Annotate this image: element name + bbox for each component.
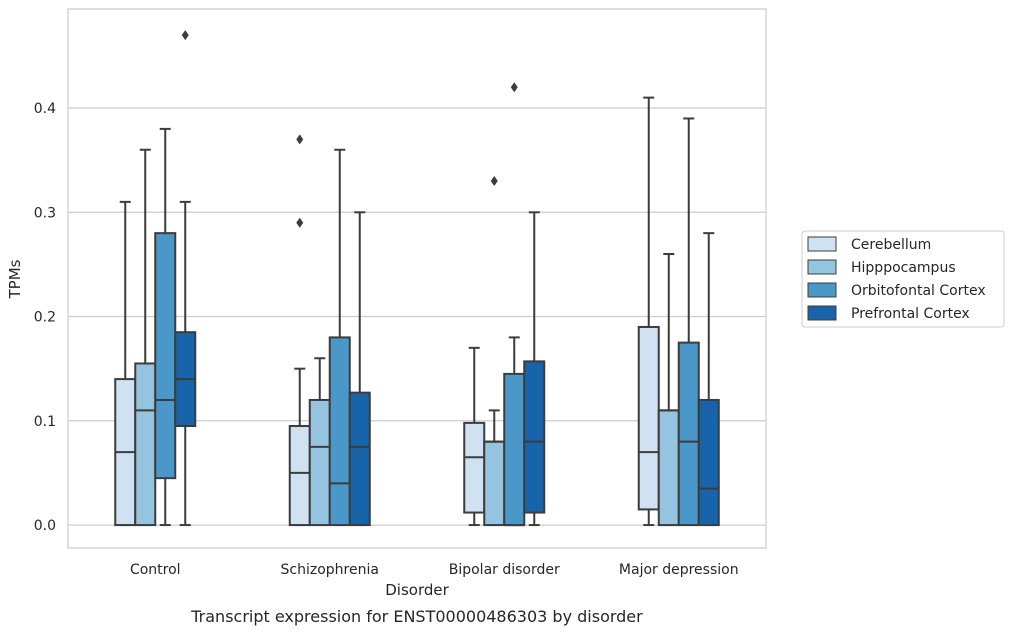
y-tick-labels: 0.0 0.1 0.2 0.3 0.4	[34, 101, 56, 534]
y-tick-label: 0.3	[34, 205, 56, 221]
box	[348, 211, 371, 527]
box	[697, 232, 720, 527]
legend-frame	[801, 230, 1005, 328]
legend: Cerebellum Hipppocampus Orbitofontal Corte…	[801, 230, 1005, 328]
legend-swatch	[807, 259, 837, 275]
box	[677, 117, 700, 527]
outlier-point	[510, 82, 518, 93]
chart-caption: Transcript expression for ENST0000048630…	[190, 607, 643, 626]
box-body	[503, 372, 526, 527]
box-body	[697, 398, 720, 527]
outlier-point	[296, 134, 304, 145]
y-tick-label: 0.4	[34, 101, 56, 117]
legend-label: Hipppocampus	[851, 260, 956, 276]
legend-label: Cerebellum	[851, 237, 931, 253]
x-tick-label: Bipolar disorder	[449, 562, 560, 578]
outlier-point	[181, 30, 189, 41]
box	[328, 148, 351, 527]
box-body	[328, 336, 351, 527]
box-body	[677, 341, 700, 527]
box-body	[637, 325, 660, 511]
outlier-point	[490, 176, 498, 187]
box-body	[154, 232, 177, 480]
box-body	[463, 421, 486, 514]
box	[174, 30, 197, 527]
box	[523, 211, 546, 527]
y-tick-label: 0.0	[34, 518, 56, 534]
outlier-point	[296, 217, 304, 228]
y-tick-label: 0.2	[34, 310, 56, 326]
box	[308, 357, 331, 527]
y-axis-title: TPMs	[6, 259, 24, 299]
box-body	[134, 362, 157, 527]
box-groups	[114, 30, 720, 527]
x-tick-label: Control	[130, 562, 181, 578]
plot-frame	[67, 8, 767, 549]
box-body	[308, 398, 331, 527]
legend-swatch	[807, 282, 837, 298]
y-tick-label: 0.1	[34, 414, 56, 430]
box-body	[288, 425, 311, 527]
legend-label: Orbitofontal Cortex	[851, 283, 986, 299]
box	[637, 96, 660, 527]
box	[154, 127, 177, 527]
box	[657, 253, 680, 527]
x-axis-title: Disorder	[385, 581, 449, 599]
x-tick-label: Schizophrenia	[281, 562, 379, 578]
box-body	[483, 440, 506, 527]
box-body	[523, 360, 546, 514]
x-tick-labels: Control Schizophrenia Bipolar disorder Majo…	[130, 562, 739, 578]
legend-label: Prefrontal Cortex	[851, 306, 970, 322]
legend-swatch	[807, 236, 837, 252]
box-body	[348, 391, 371, 527]
x-tick-label: Major depression	[619, 562, 739, 578]
box	[114, 200, 137, 527]
box-body	[657, 409, 680, 527]
legend-swatch	[807, 305, 837, 321]
